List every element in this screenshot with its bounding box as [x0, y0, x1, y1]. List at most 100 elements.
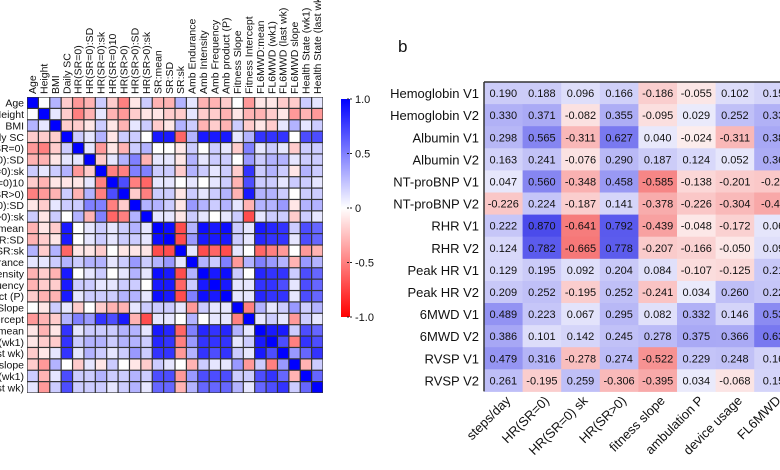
matrix-cell [107, 359, 118, 370]
cell-value: 0.129 [490, 265, 518, 277]
matrix-cell [95, 120, 107, 131]
matrix-cell [175, 370, 186, 382]
column-label: Amb Intensity [198, 30, 210, 94]
colorbar: 1.0 0.5 0 -0.5 -1.0 [341, 94, 374, 324]
matrix-cell [38, 165, 50, 177]
matrix-cell [266, 336, 277, 347]
matrix-cell [38, 279, 50, 290]
matrix-cell [164, 245, 175, 256]
matrix-cell [175, 359, 186, 370]
table-cell [522, 148, 562, 171]
matrix-cell [84, 256, 95, 268]
matrix-cell [118, 188, 129, 199]
table-cell [599, 214, 639, 238]
matrix-cell [243, 279, 255, 290]
matrix-cell [130, 154, 141, 165]
matrix-cell [164, 165, 175, 177]
matrix-cell [107, 302, 118, 313]
matrix-cell [61, 120, 72, 131]
matrix-cell [278, 234, 289, 245]
matrix-cell [209, 279, 220, 290]
matrix-cell [38, 154, 50, 165]
table-cell [638, 236, 678, 260]
matrix-cell [175, 313, 186, 325]
matrix-cell [164, 234, 175, 245]
matrix-cell [186, 359, 198, 370]
column-label: FL6MWD (last wk) [278, 8, 290, 94]
matrix-cell [186, 302, 198, 313]
matrix-cell [221, 348, 232, 359]
matrix-cell [130, 359, 141, 370]
matrix-cell [243, 348, 255, 359]
cell-value: 0.261 [490, 375, 518, 387]
cell-value: -0.241 [642, 287, 673, 299]
matrix-cell [255, 234, 266, 245]
matrix-cell [61, 245, 72, 256]
cell-value: -0.186 [642, 88, 673, 100]
cell-value: 0.252 [528, 287, 556, 299]
matrix-cell [221, 211, 232, 222]
matrix-cell [61, 359, 72, 370]
matrix-cell [73, 382, 84, 393]
matrix-cell [130, 131, 141, 142]
matrix-cell [289, 177, 300, 188]
table-cell [715, 325, 755, 348]
matrix-cell [278, 97, 289, 108]
row-label: FL6MWD (wk1) [0, 337, 24, 349]
matrix-cell [118, 200, 129, 211]
matrix-cell [107, 222, 118, 234]
cell-value: 0.188 [528, 88, 556, 100]
matrix-cell [164, 359, 175, 370]
table-cell [599, 236, 639, 260]
matrix-cell [209, 313, 220, 325]
table-cell [599, 258, 639, 282]
matrix-cell [118, 211, 129, 222]
cell-value: -0.641 [565, 221, 596, 233]
matrix-cell [118, 177, 129, 188]
matrix-cell [130, 211, 141, 222]
matrix-cell [312, 279, 323, 290]
matrix-cell [312, 177, 323, 188]
matrix-cell [130, 302, 141, 313]
matrix-cell [312, 313, 323, 325]
matrix-cell [186, 336, 198, 347]
matrix-cell [175, 382, 186, 393]
matrix-cell [107, 108, 118, 120]
matrix-cell [27, 313, 38, 325]
table-cell [561, 280, 601, 304]
table-cell [484, 236, 524, 260]
matrix-cell [152, 143, 164, 154]
matrix-cell [255, 313, 266, 325]
table-cell [754, 258, 780, 282]
column-label: Health State (last wk) [312, 0, 324, 94]
matrix-cell [266, 382, 277, 393]
matrix-cell [38, 313, 50, 325]
matrix-cell [95, 291, 107, 302]
matrix-cell [278, 211, 289, 222]
table-cell [754, 214, 780, 238]
table-cell [599, 325, 639, 348]
matrix-cell [300, 382, 312, 393]
cell-value: -0.125 [719, 265, 750, 277]
row-label: Health State (wk1) [0, 371, 24, 383]
matrix-cell [175, 165, 186, 177]
matrix-cell [73, 291, 84, 302]
matrix-cell [95, 336, 107, 347]
matrix-cell [107, 279, 118, 290]
matrix-cell [232, 108, 243, 120]
matrix-cell [175, 120, 186, 131]
matrix-cell [152, 188, 164, 199]
matrix-cell [243, 200, 255, 211]
matrix-cell [255, 97, 266, 108]
matrix-cell [186, 279, 198, 290]
matrix-cell [186, 325, 198, 336]
matrix-cell [312, 211, 323, 222]
cell-value: 0.224 [528, 199, 556, 211]
cell-value: 0.052 [721, 154, 749, 166]
matrix-cell [164, 177, 175, 188]
matrix-cell [95, 177, 107, 188]
row-label: Amb Frequency [0, 280, 25, 292]
matrix-cell [118, 120, 129, 131]
table-cell [522, 347, 562, 370]
row-label: HR(SR=0):sk [0, 166, 25, 178]
